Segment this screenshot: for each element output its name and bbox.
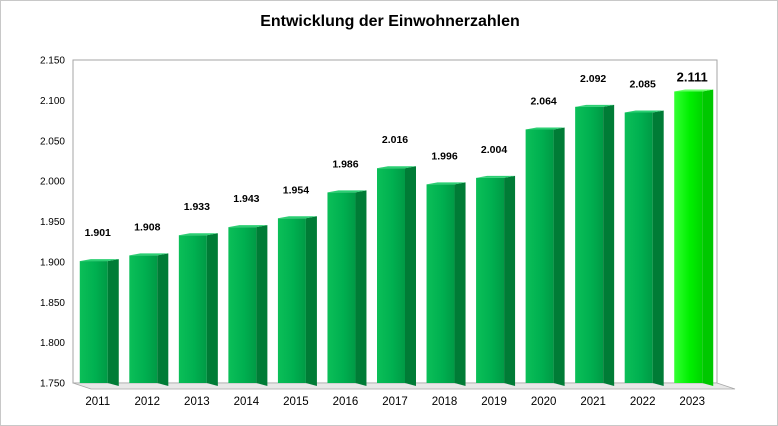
y-tick-label: 1.800 <box>40 338 65 349</box>
bar-side <box>504 175 516 386</box>
bar-value-label: 2.085 <box>630 78 656 90</box>
bar-side <box>405 166 416 386</box>
bar-value-label: 1.996 <box>431 150 457 162</box>
bar-value-label: 1.933 <box>184 201 210 213</box>
bar <box>178 233 218 386</box>
y-tick-label: 1.900 <box>40 257 65 268</box>
bar-side <box>454 182 466 386</box>
bar <box>575 104 615 387</box>
bar-value-label: 2.111 <box>677 69 708 84</box>
bar-side <box>256 225 268 386</box>
bar-front <box>624 112 653 384</box>
bar-front <box>525 129 554 383</box>
x-category-label: 2017 <box>382 396 408 408</box>
data-labels: 1.901 1.908 1.933 1.943 1.954 1.986 2.016 1.996… <box>85 69 708 239</box>
bar-side <box>702 89 714 387</box>
bar-front <box>129 255 158 383</box>
bar-value-label: 1.954 <box>283 184 309 196</box>
bar <box>426 182 466 386</box>
bar-value-label: 1.943 <box>233 193 259 205</box>
bar <box>228 225 268 386</box>
x-category-label: 2020 <box>531 396 557 408</box>
x-category-label: 2013 <box>184 396 210 408</box>
y-tick-label: 2.050 <box>40 136 65 147</box>
y-tick-label: 2.000 <box>40 177 65 188</box>
bar-top <box>674 89 714 92</box>
bar-top <box>525 127 565 130</box>
bar-top <box>228 225 268 228</box>
y-tick-label: 1.750 <box>40 379 65 390</box>
bar-front <box>277 218 306 383</box>
x-category-label: 2019 <box>481 396 507 408</box>
bar-side <box>553 127 565 386</box>
bar-front <box>327 192 356 383</box>
x-category-label: 2015 <box>283 396 309 408</box>
bar-value-label: 1.986 <box>332 158 358 170</box>
y-tick-label: 1.950 <box>40 217 65 228</box>
bar-front <box>674 91 703 384</box>
plot-floor <box>72 382 736 390</box>
bar-front <box>79 261 108 383</box>
bar <box>277 216 317 386</box>
bar <box>624 110 664 387</box>
x-category-label: 2023 <box>679 396 705 408</box>
bar-side <box>157 253 169 386</box>
x-category-label: 2021 <box>580 396 606 408</box>
bar-top <box>79 259 119 262</box>
bar-top <box>624 110 664 113</box>
bar-front <box>426 184 455 383</box>
x-axis: 2011 2012 2013 2014 2015 2016 2017 2018 2019 2020… <box>85 396 705 408</box>
bar-top <box>129 253 169 256</box>
bar-value-label: 1.901 <box>85 227 111 239</box>
y-tick-label: 2.100 <box>40 96 65 107</box>
bar-value-label: 2.064 <box>530 95 556 107</box>
bar-front <box>178 235 207 383</box>
bar-series <box>79 89 714 387</box>
y-tick-label: 2.150 <box>40 56 65 67</box>
x-category-label: 2018 <box>432 396 458 408</box>
bar-top <box>277 216 317 219</box>
bar <box>79 259 119 386</box>
bar-value-label: 2.004 <box>481 144 507 156</box>
bar <box>327 190 367 386</box>
bar-side <box>652 110 664 387</box>
bar-side <box>603 104 615 387</box>
x-category-label: 2014 <box>234 396 260 408</box>
bar-value-label: 2.016 <box>382 134 408 146</box>
bar-side <box>305 216 317 386</box>
bar-top <box>377 166 416 169</box>
bar-side <box>355 190 367 386</box>
bar-side <box>107 259 119 386</box>
bar-value-label: 2.092 <box>580 73 606 85</box>
bar-top <box>476 175 516 178</box>
bar <box>476 175 516 386</box>
bar-top <box>575 104 615 107</box>
y-axis: 1.750 1.800 1.850 1.900 1.950 2.000 2.050 2.100… <box>40 56 65 390</box>
bar <box>674 89 714 387</box>
bar-top <box>327 190 367 193</box>
bar-front <box>377 168 405 383</box>
bar-value-label: 1.908 <box>134 221 160 233</box>
bar <box>525 127 565 386</box>
bar-front <box>476 177 505 383</box>
bar <box>129 253 169 386</box>
y-tick-label: 1.850 <box>40 298 65 309</box>
bar-front <box>228 227 257 383</box>
x-category-label: 2016 <box>333 396 359 408</box>
bar-top <box>178 233 218 236</box>
bar-front <box>575 106 604 384</box>
x-category-label: 2022 <box>630 396 656 408</box>
bar-side <box>206 233 218 386</box>
x-category-label: 2011 <box>85 396 110 408</box>
bar <box>377 166 416 386</box>
bar-top <box>426 182 466 185</box>
chart-title: Entwicklung der Einwohnerzahlen <box>260 13 520 30</box>
x-category-label: 2012 <box>135 396 161 408</box>
